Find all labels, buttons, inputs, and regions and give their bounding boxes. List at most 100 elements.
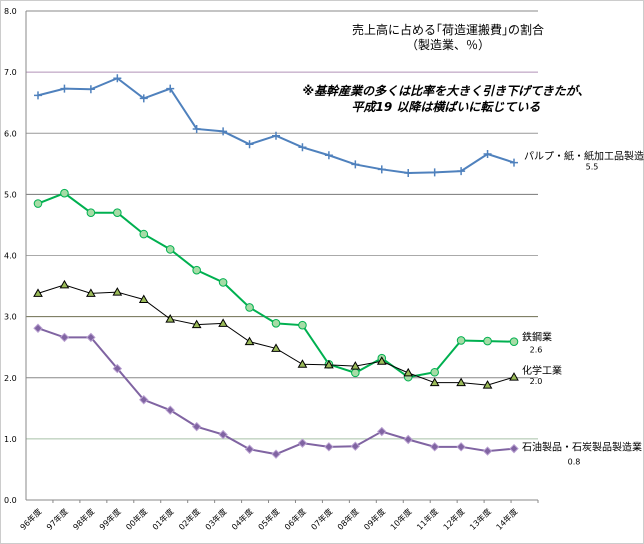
data-point — [192, 265, 201, 275]
data-point — [483, 336, 492, 346]
series-end-value: 2.6 — [530, 346, 543, 355]
data-point — [139, 395, 149, 405]
data-point — [324, 151, 333, 160]
data-point — [191, 319, 202, 329]
data-point — [59, 279, 70, 289]
data-point — [218, 318, 228, 327]
x-tick-label: 04年度 — [229, 506, 255, 532]
data-point — [86, 288, 96, 297]
series-0 — [34, 74, 518, 177]
data-point — [404, 168, 413, 177]
data-point — [86, 208, 96, 218]
data-point — [350, 441, 361, 451]
data-point — [509, 443, 519, 454]
y-tick-label: 0.0 — [4, 496, 17, 505]
y-tick-label: 5.0 — [4, 190, 17, 199]
x-tick-label: 06年度 — [282, 506, 308, 532]
data-point — [245, 140, 254, 149]
data-point — [112, 363, 123, 374]
series-1 — [33, 188, 519, 382]
data-point — [166, 84, 175, 93]
data-point — [165, 245, 175, 254]
data-point — [33, 323, 43, 333]
y-tick-label: 8.0 — [4, 7, 17, 16]
annotation-line-1: ※基幹産業の多くは比率を大きく引き下げてきたが、 — [302, 84, 589, 98]
data-point — [165, 405, 175, 415]
data-point — [430, 367, 439, 377]
data-point — [113, 74, 122, 83]
data-point — [245, 303, 254, 312]
data-point — [244, 336, 255, 346]
data-point — [165, 314, 176, 323]
x-tick-label: 99年度 — [97, 506, 123, 532]
series-3 — [33, 323, 519, 459]
x-tick-label: 13年度 — [467, 506, 493, 532]
data-point — [60, 84, 69, 93]
data-point — [456, 336, 466, 345]
x-tick-label: 00年度 — [124, 506, 150, 532]
x-tick-label: 08年度 — [335, 506, 361, 532]
data-point — [510, 158, 518, 167]
data-point — [33, 199, 43, 208]
data-point — [483, 150, 492, 159]
data-point — [272, 131, 280, 140]
data-point — [376, 356, 387, 365]
series-line — [37, 284, 515, 386]
data-point — [430, 168, 439, 177]
data-point — [139, 229, 149, 239]
data-point — [351, 368, 360, 378]
annotation-line-2: 平成19 以降は横ばいに転じている — [352, 100, 541, 114]
data-point — [324, 359, 334, 369]
data-point — [34, 91, 42, 100]
series-end-value: 5.5 — [586, 163, 599, 172]
series-end-value: 0.8 — [568, 458, 581, 467]
data-point — [244, 444, 255, 454]
data-point — [271, 343, 281, 352]
y-tick-label: 6.0 — [4, 129, 17, 138]
data-point — [112, 287, 123, 296]
data-point — [429, 442, 440, 452]
y-tick-label: 4.0 — [4, 252, 17, 261]
y-tick-label: 2.0 — [4, 374, 17, 383]
data-point — [509, 337, 519, 346]
x-tick-label: 96年度 — [18, 506, 44, 532]
chart-subtitle: （製造業、％） — [406, 38, 490, 52]
data-point — [482, 446, 493, 456]
data-point — [403, 367, 414, 377]
data-point — [86, 332, 96, 343]
series-2 — [33, 279, 519, 389]
y-tick-label: 1.0 — [4, 435, 17, 444]
data-point — [271, 319, 281, 328]
data-point — [350, 361, 361, 370]
chart-title: 売上高に占める｢荷造運搬費｣の割合 — [352, 22, 544, 37]
data-point — [456, 377, 466, 387]
x-tick-label: 10年度 — [388, 506, 414, 532]
data-point — [403, 434, 413, 445]
data-point — [59, 332, 70, 343]
data-point — [86, 85, 95, 94]
data-point — [297, 438, 308, 448]
data-point — [457, 167, 466, 176]
x-tick-label: 14年度 — [494, 506, 520, 532]
x-tick-label: 12年度 — [441, 506, 467, 532]
data-point — [377, 165, 386, 174]
series-label: 石油製品・石炭製品製造業 — [522, 441, 642, 454]
data-point — [139, 94, 148, 103]
x-tick-label: 09年度 — [362, 506, 388, 532]
y-tick-label: 7.0 — [4, 68, 17, 77]
series-label: 化学工業 — [522, 364, 562, 377]
data-point — [218, 429, 228, 440]
data-point — [324, 442, 334, 452]
x-tick-label: 97年度 — [44, 506, 70, 532]
data-point — [60, 188, 69, 198]
y-tick-label: 3.0 — [4, 313, 17, 322]
data-point — [377, 426, 387, 437]
data-point — [219, 127, 228, 136]
data-point — [297, 359, 308, 368]
x-tick-label: 03年度 — [203, 506, 229, 532]
data-point — [456, 442, 466, 452]
data-point — [33, 288, 43, 297]
